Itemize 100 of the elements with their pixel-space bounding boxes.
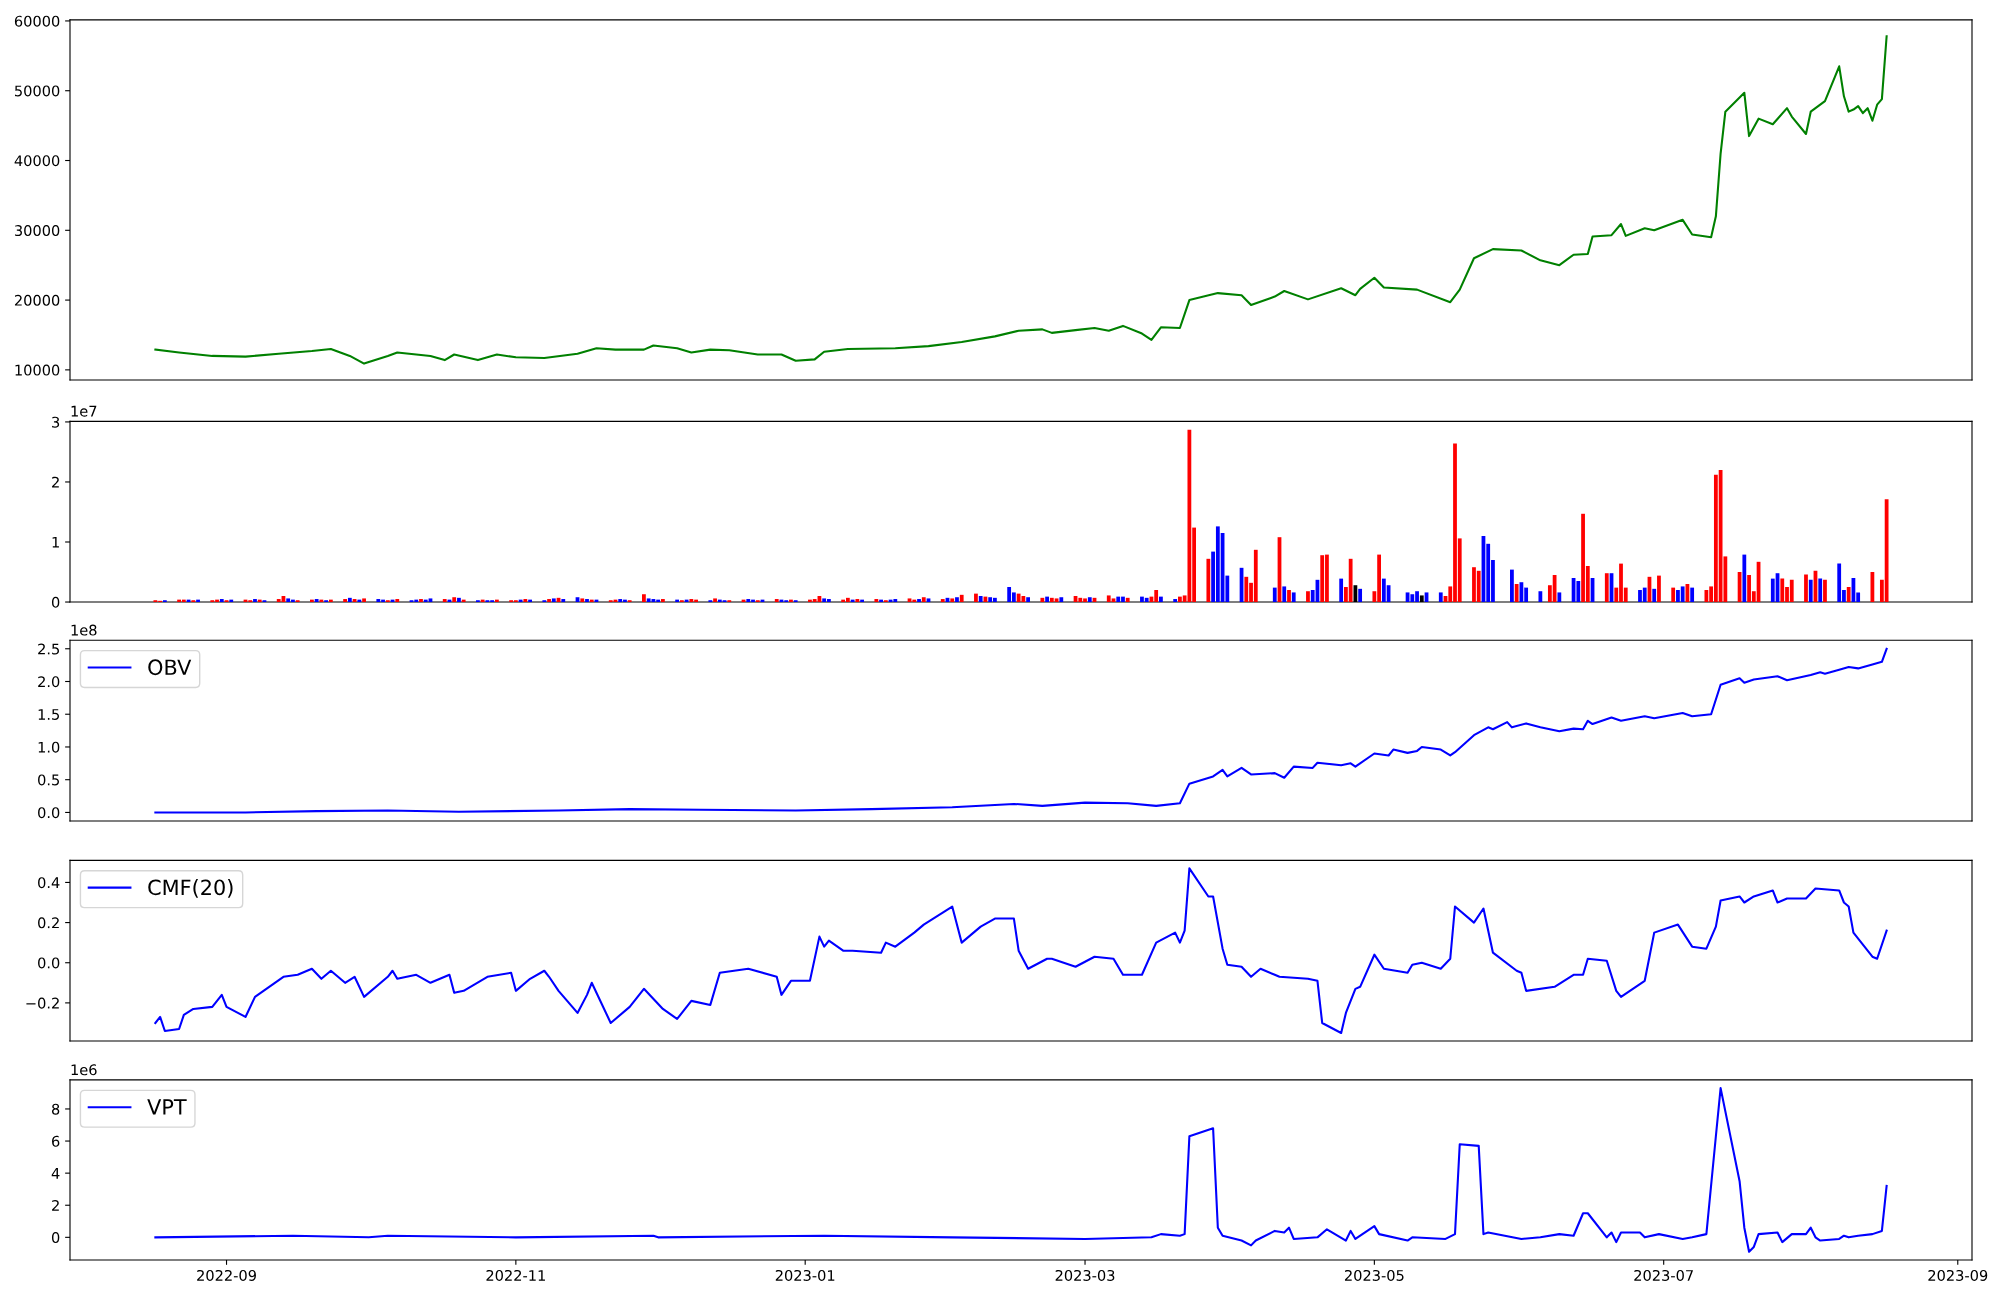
bar [1078, 597, 1083, 603]
y-tick-label: 60000 [14, 15, 60, 27]
bar [822, 598, 827, 603]
y-tick-label: 50000 [15, 85, 60, 97]
bar [395, 599, 400, 603]
bar [1320, 555, 1325, 603]
bar [950, 598, 955, 603]
bar [219, 599, 224, 603]
bar [523, 599, 528, 603]
bar [1818, 578, 1823, 603]
bar [1358, 588, 1363, 603]
x-tick-label: 2023-01 [775, 1269, 835, 1281]
bar [1742, 554, 1747, 603]
text: 1e6 [71, 1064, 97, 1076]
y-tick-label: 0.4 [38, 877, 60, 889]
legend-label: OBV [148, 659, 192, 676]
bar [1652, 588, 1657, 603]
bar [1823, 579, 1827, 603]
bar [1604, 573, 1609, 603]
y-tick-label: −0.2 [26, 997, 59, 1009]
y-tick-label: 0.2 [38, 917, 59, 929]
bar [1514, 584, 1519, 603]
bar [1272, 587, 1277, 603]
bar [561, 599, 566, 603]
bar [286, 598, 291, 603]
bar [874, 599, 879, 603]
bar [1837, 563, 1842, 603]
bar [988, 597, 993, 603]
bar [642, 594, 646, 603]
bar [1116, 596, 1121, 603]
bar [1059, 597, 1064, 603]
bar [1016, 593, 1021, 603]
bar [314, 599, 319, 603]
x-tick-label: 2023-07 [1634, 1269, 1693, 1281]
bar [1410, 594, 1415, 603]
bar [1870, 572, 1875, 603]
bar [585, 599, 589, 603]
bar [893, 599, 898, 603]
bar [855, 599, 860, 603]
bar [1552, 575, 1557, 603]
bar [1884, 499, 1889, 603]
bar [1804, 574, 1808, 603]
bar [551, 598, 556, 603]
bar [1538, 591, 1543, 603]
bar [1244, 576, 1249, 603]
y-tick-label: 2 [52, 476, 59, 488]
x-tick-label: 2023-09 [1928, 1269, 1988, 1281]
bar [1187, 429, 1192, 603]
text: 1e7 [71, 405, 97, 417]
legend-label: CMF(20) [148, 879, 233, 898]
bar [974, 593, 978, 603]
bar [646, 598, 651, 603]
bar [1007, 587, 1012, 603]
bar [1040, 597, 1045, 603]
bar [713, 598, 717, 603]
bar [978, 596, 983, 603]
bar [1125, 597, 1130, 603]
y-tick-label: 1.0 [38, 741, 60, 753]
bar [1846, 587, 1851, 603]
bar [959, 594, 964, 603]
bar [1154, 590, 1159, 603]
bar [580, 598, 585, 603]
y-tick-label: 6 [52, 1135, 60, 1147]
bar [618, 599, 623, 603]
bar [1680, 586, 1685, 603]
bar [452, 597, 457, 603]
bar [1657, 575, 1661, 603]
text: 1e8 [71, 624, 97, 636]
y-tick-label: 20000 [14, 294, 60, 306]
bar [921, 597, 926, 603]
y-tick-label: 2.5 [38, 643, 59, 655]
line-series [154, 35, 1888, 365]
bar [457, 597, 461, 603]
legend-label: VPT [147, 1099, 187, 1115]
bar [1557, 592, 1562, 603]
bar [1026, 597, 1031, 603]
bar [1780, 578, 1785, 603]
bar [1671, 587, 1676, 603]
y-tick-label: 1 [52, 536, 59, 548]
bar [746, 599, 751, 603]
y-tick-label: 2 [52, 1199, 59, 1211]
y-tick-label: 4 [51, 1168, 60, 1179]
bar [1476, 570, 1481, 603]
bar [1045, 596, 1049, 603]
bar [774, 599, 779, 603]
bar [1339, 578, 1344, 603]
y-tick-label: 0.5 [38, 774, 59, 786]
bar [1215, 526, 1220, 603]
y-tick-label: 0 [51, 596, 60, 608]
bar [1306, 591, 1310, 603]
bar [1438, 592, 1443, 603]
bar [1718, 469, 1723, 603]
bar [1253, 549, 1258, 603]
y-tick-label: 3 [52, 416, 60, 428]
bar [1144, 597, 1149, 603]
bar [1642, 587, 1647, 603]
bar [1282, 586, 1287, 603]
bar [1808, 579, 1813, 603]
y-tick-label: 0.0 [38, 957, 60, 969]
bar [940, 599, 945, 603]
